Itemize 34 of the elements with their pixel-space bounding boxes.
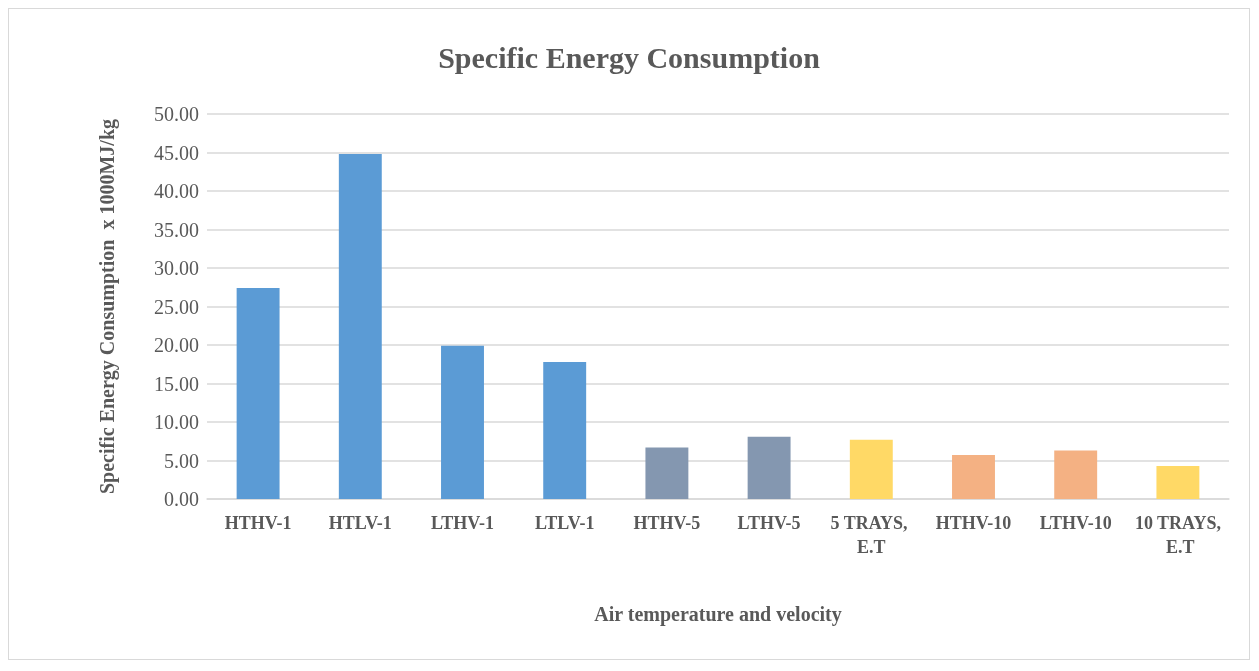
bar [645, 447, 689, 499]
y-tick-label: 50.00 [154, 103, 199, 125]
y-tick-label: 10.00 [154, 411, 199, 433]
x-axis-title: Air temperature and velocity [594, 603, 842, 626]
bar [952, 455, 995, 499]
y-tick-label: 15.00 [154, 372, 199, 395]
y-tick-label: 20.00 [154, 334, 199, 356]
bar [338, 154, 382, 499]
x-tick-label: LTHV-1 [430, 513, 495, 533]
chart-title: Specific Energy Consumption [438, 40, 821, 74]
bar [1156, 465, 1200, 499]
bar [543, 361, 587, 499]
x-tick-label: LTLV-1 [535, 513, 595, 533]
bar [1054, 450, 1098, 499]
y-tick-label: 40.00 [154, 180, 199, 202]
y-axis-title: Specific Energy Consumption x 1000MJ/kg [96, 118, 119, 495]
y-tick-label: 0.00 [164, 488, 199, 510]
x-tick-label: LTHV-10 [1039, 513, 1112, 533]
y-tick-label: 5.00 [164, 449, 199, 472]
x-tick-label: LTHV-5 [737, 513, 801, 533]
bar [747, 436, 791, 499]
x-tick-label: 5 TRAYS, E.T [830, 513, 913, 557]
y-tick-label: 25.00 [154, 295, 199, 318]
x-tick-label: HTHV-5 [633, 513, 701, 533]
y-tick-label: 35.00 [154, 218, 199, 241]
bar [236, 288, 280, 499]
y-tick-label: 30.00 [154, 257, 199, 279]
x-tick-label: HTHV-10 [935, 513, 1012, 533]
x-tick-label: 10 TRAYS, E.T [1134, 513, 1221, 557]
y-tick-label: 45.00 [154, 141, 199, 164]
bar [441, 345, 484, 499]
x-tick-label: HTLV-1 [328, 513, 392, 533]
x-tick-label: HTHV-1 [224, 513, 292, 533]
bar [849, 439, 893, 499]
